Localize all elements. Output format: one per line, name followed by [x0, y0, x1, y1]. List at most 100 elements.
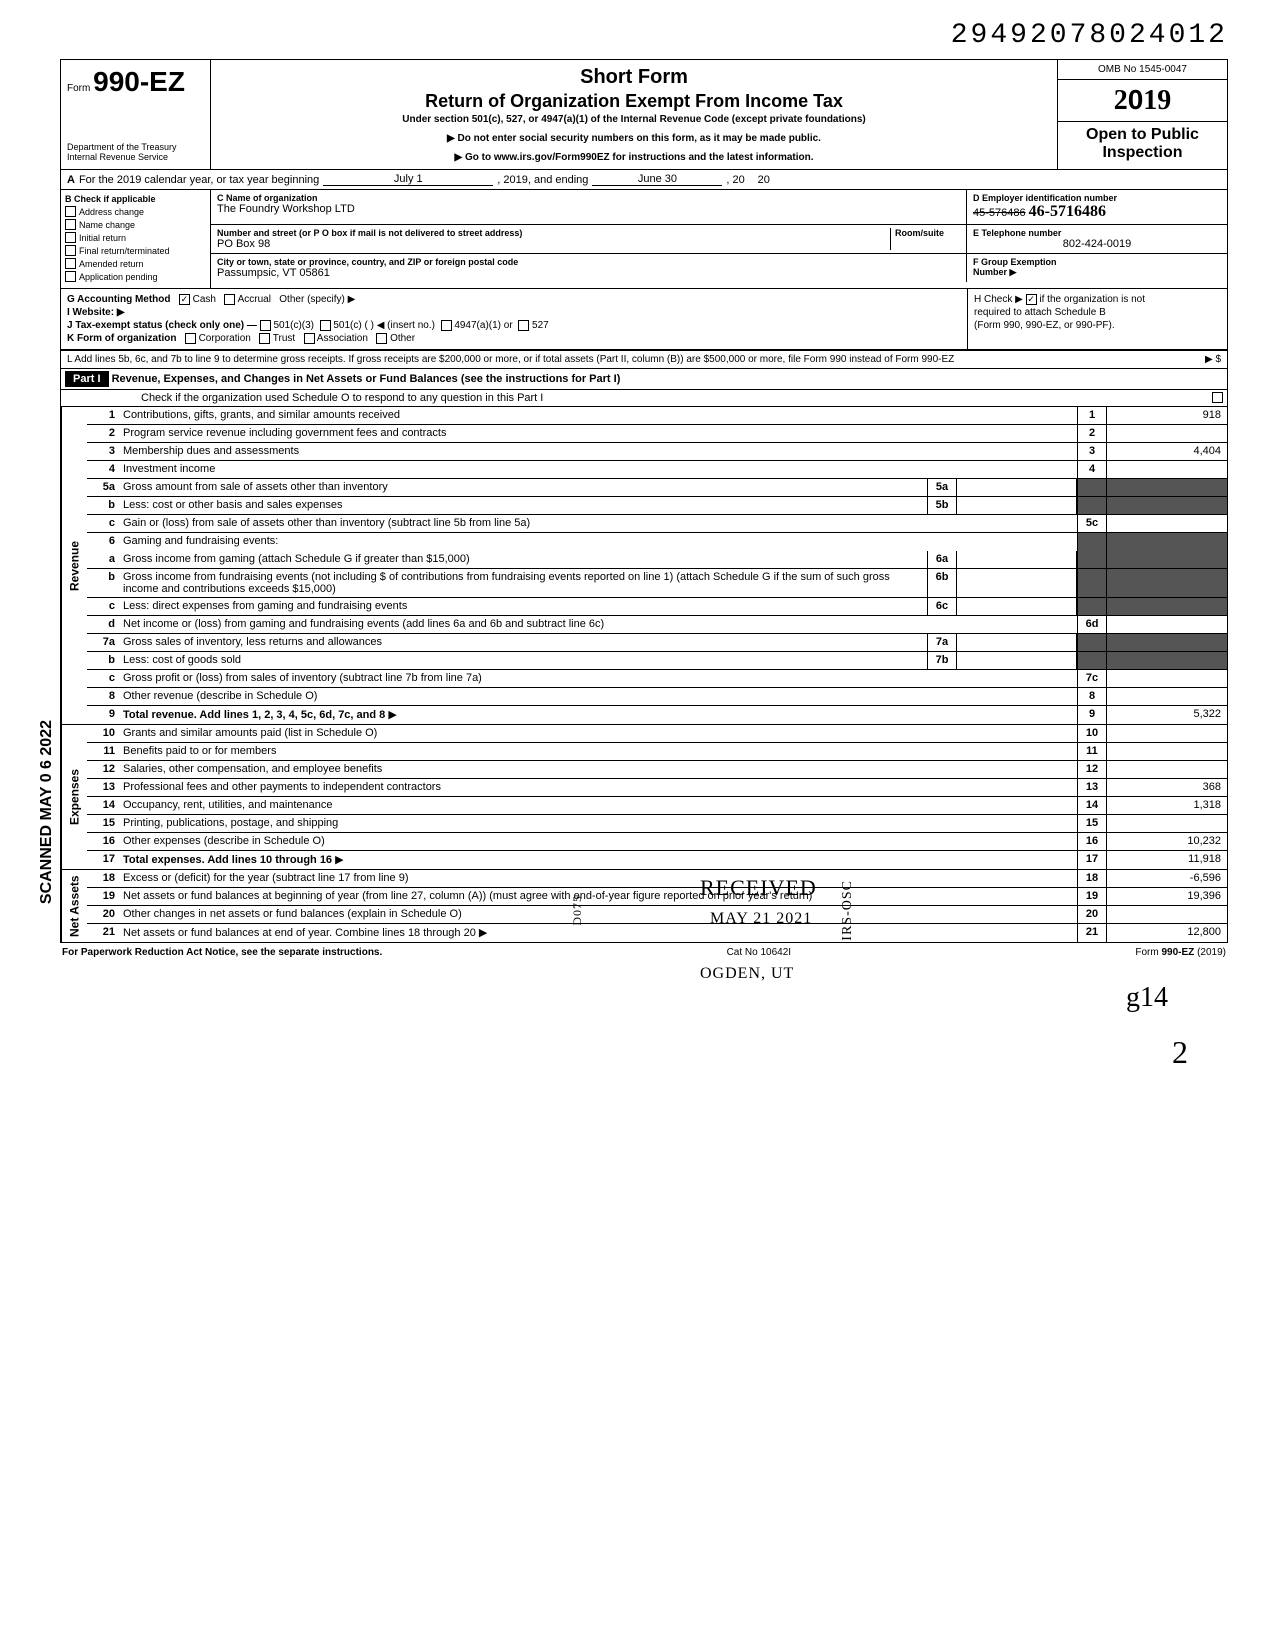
- ln-18-num: 18: [87, 870, 119, 887]
- label-501c3: 501(c)(3): [273, 320, 314, 331]
- ln-5b-mv: [957, 497, 1077, 514]
- ln-19-num: 19: [87, 888, 119, 905]
- row-k-label: K Form of organization: [67, 333, 176, 344]
- checkbox-501c3[interactable]: [260, 320, 271, 331]
- ln-12-num: 12: [87, 761, 119, 778]
- ln-7a-shade: [1077, 634, 1107, 651]
- form-prefix: Form: [67, 83, 90, 94]
- row-l: L Add lines 5b, 6c, and 7b to line 9 to …: [61, 350, 1227, 369]
- ln-2-val: [1107, 425, 1227, 442]
- checkbox-application-pending[interactable]: [65, 271, 76, 282]
- label-amended: Amended return: [79, 259, 144, 269]
- ln-16-text: Other expenses (describe in Schedule O): [119, 833, 1077, 850]
- label-corporation: Corporation: [199, 333, 251, 344]
- checkbox-schedule-o[interactable]: [1212, 392, 1223, 403]
- instruction-2: ▶ Go to www.irs.gov/Form990EZ for instru…: [221, 152, 1047, 163]
- addr-value: PO Box 98: [217, 238, 890, 250]
- ln-20-text: Other changes in net assets or fund bala…: [119, 906, 1077, 923]
- ln-5a-shade: [1077, 479, 1107, 496]
- ln-6b-text: Gross income from fundraising events (no…: [119, 569, 927, 597]
- checkbox-schedule-b[interactable]: ✓: [1026, 294, 1037, 305]
- checkbox-initial-return[interactable]: [65, 232, 76, 243]
- ln-13-text: Professional fees and other payments to …: [119, 779, 1077, 796]
- omb-number: OMB No 1545-0047: [1058, 60, 1227, 80]
- ln-1-text: Contributions, gifts, grants, and simila…: [119, 407, 1077, 424]
- ln-9-val: 5,322: [1107, 706, 1227, 724]
- ln-12-rn: 12: [1077, 761, 1107, 778]
- ln-6a-shade: [1077, 551, 1107, 568]
- ln-5a-mn: 5a: [927, 479, 957, 496]
- ln-13-rn: 13: [1077, 779, 1107, 796]
- stamp-date: MAY 21 2021: [710, 910, 812, 928]
- side-label-revenue: Revenue: [61, 407, 87, 724]
- ln-4-num: 4: [87, 461, 119, 478]
- checkbox-other-org[interactable]: [376, 333, 387, 344]
- checkbox-corporation[interactable]: [185, 333, 196, 344]
- ln-1-num: 1: [87, 407, 119, 424]
- ln-6a-num: a: [87, 551, 119, 568]
- ln-7b-num: b: [87, 652, 119, 669]
- ln-7c-num: c: [87, 670, 119, 687]
- section-b: B Check if applicable Address change Nam…: [61, 190, 211, 288]
- ln-1-val: 918: [1107, 407, 1227, 424]
- label-initial-return: Initial return: [79, 233, 126, 243]
- ln-21-rn: 21: [1077, 924, 1107, 942]
- checkbox-4947[interactable]: [441, 320, 452, 331]
- ln-4-text: Investment income: [119, 461, 1077, 478]
- row-g-label: G Accounting Method: [67, 294, 171, 305]
- ln-7a-mn: 7a: [927, 634, 957, 651]
- checkbox-association[interactable]: [304, 333, 315, 344]
- stamp-irs-osc: IRS-OSC: [840, 880, 856, 941]
- checkbox-address-change[interactable]: [65, 206, 76, 217]
- ln-6-shade2: [1107, 533, 1227, 551]
- part1-check-row: Check if the organization used Schedule …: [61, 390, 1227, 407]
- ln-20-rn: 20: [1077, 906, 1107, 923]
- page-stamp-number: 29492078024012: [60, 20, 1228, 51]
- row-i-label: I Website: ▶: [67, 307, 125, 318]
- ln-19-val: 19,396: [1107, 888, 1227, 905]
- ln-16-rn: 16: [1077, 833, 1107, 850]
- ln-6c-shade: [1077, 598, 1107, 615]
- part1-header-row: Part I Revenue, Expenses, and Changes in…: [61, 369, 1227, 390]
- part1-label: Part I: [65, 371, 109, 387]
- side-label-expenses: Expenses: [61, 725, 87, 869]
- ln-10-rn: 10: [1077, 725, 1107, 742]
- ln-19-text: Net assets or fund balances at beginning…: [119, 888, 1077, 905]
- checkbox-527[interactable]: [518, 320, 529, 331]
- ln-17-num: 17: [87, 851, 119, 869]
- checkbox-501c[interactable]: [320, 320, 331, 331]
- ln-7a-mv: [957, 634, 1077, 651]
- ein-handwritten: 46-5716486: [1029, 203, 1106, 220]
- checkbox-name-change[interactable]: [65, 219, 76, 230]
- label-trust: Trust: [273, 333, 295, 344]
- checkbox-cash[interactable]: ✓: [179, 294, 190, 305]
- ln-7b-text: Less: cost of goods sold: [119, 652, 927, 669]
- ln-6-shade: [1077, 533, 1107, 551]
- ln-6b-shade2: [1107, 569, 1227, 597]
- ln-6a-shade2: [1107, 551, 1227, 568]
- ln-6-num: 6: [87, 533, 119, 551]
- checkbox-final-return[interactable]: [65, 245, 76, 256]
- ln-8-rn: 8: [1077, 688, 1107, 705]
- checkbox-accrual[interactable]: [224, 294, 235, 305]
- row-j-label: J Tax-exempt status (check only one) —: [67, 320, 257, 331]
- ln-2-num: 2: [87, 425, 119, 442]
- ln-14-text: Occupancy, rent, utilities, and maintena…: [119, 797, 1077, 814]
- row-h-text4: (Form 990, 990-EZ, or 990-PF).: [974, 320, 1221, 331]
- checkbox-amended[interactable]: [65, 258, 76, 269]
- ln-17-val: 11,918: [1107, 851, 1227, 869]
- ln-15-rn: 15: [1077, 815, 1107, 832]
- checkbox-trust[interactable]: [259, 333, 270, 344]
- title-short-form: Short Form: [221, 66, 1047, 89]
- ln-13-val: 368: [1107, 779, 1227, 796]
- ln-5c-rn: 5c: [1077, 515, 1107, 532]
- row-a-text3: , 20: [726, 174, 744, 186]
- label-address-change: Address change: [79, 207, 144, 217]
- ln-9-rn: 9: [1077, 706, 1107, 724]
- ln-20-val: [1107, 906, 1227, 923]
- ln-17-rn: 17: [1077, 851, 1107, 869]
- label-accrual: Accrual: [238, 294, 271, 305]
- city-value: Passumpsic, VT 05861: [217, 267, 960, 279]
- stamp-received: RECEIVED: [700, 875, 817, 901]
- part1-check-text: Check if the organization used Schedule …: [141, 392, 543, 404]
